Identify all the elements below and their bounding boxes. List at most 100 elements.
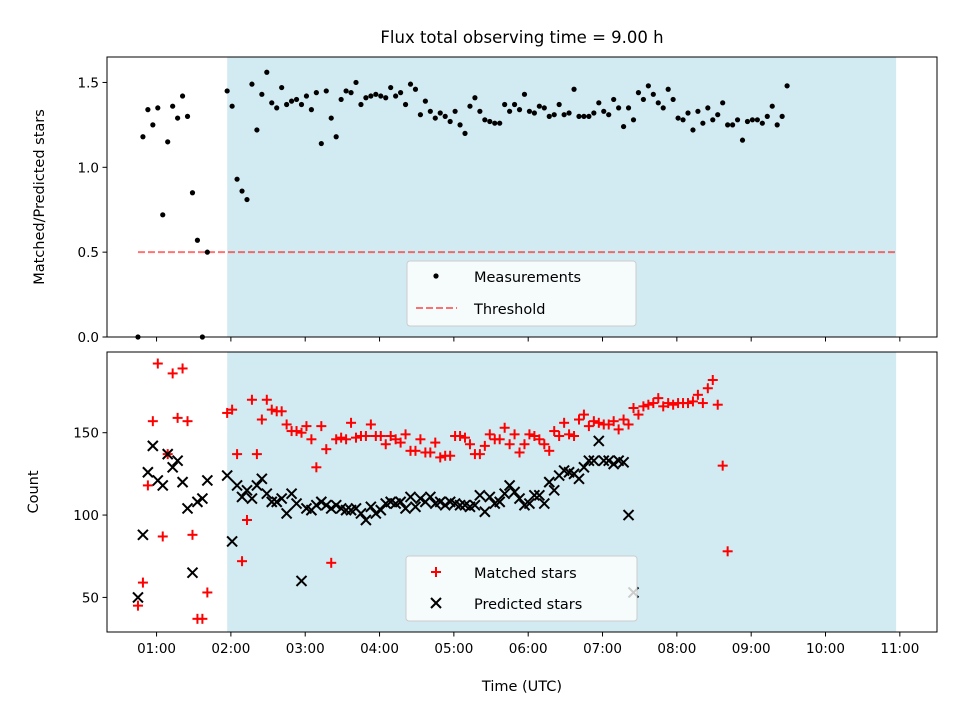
ratio-y-tick-label: 1.5 [78,75,99,91]
matched-stars-point [266,404,277,415]
predicted-stars-point [573,473,585,485]
ratio-y-axis-label: Matched/Predicted stars [32,109,48,285]
ratio-y-tick-label: 1.0 [78,160,99,176]
measurements-point [412,86,419,92]
measurements-point [204,249,210,255]
matched-stars-point [346,417,357,428]
measurements-point [521,91,528,97]
predicted-stars-point [241,484,253,497]
predicted-stars-point [484,491,496,503]
measurements-point [576,113,582,119]
measurements-point [685,110,691,116]
matched-stars-point [351,432,361,443]
measurements-point [749,117,756,123]
measurements-point [487,118,493,125]
predicted-stars-point [538,497,551,510]
count-x-tick-label: 09:00 [732,641,771,657]
matched-stars-point [380,439,391,450]
predicted-stars-point [503,479,516,492]
matched-stars-point [539,439,550,450]
measurements-point [353,79,359,86]
predicted-stars-point [439,499,451,511]
measurements-point [462,130,468,136]
matched-stars-point [157,531,168,542]
matched-stars-point [628,403,639,413]
measurements-point [184,113,191,119]
measurements-point [402,101,409,108]
matched-stars-point [638,401,649,412]
matched-stars-point [578,409,589,420]
measurements-point [467,103,473,109]
predicted-stars-point [603,454,615,467]
matched-stars-point [197,613,208,624]
measurements-point [546,113,552,119]
matched-stars-point [687,396,698,407]
measurements-point [596,100,602,106]
matched-stars-point [514,447,525,458]
matched-stars-point [261,394,272,405]
predicted-stars-point [622,509,635,521]
predicted-stars-point [593,435,605,447]
predicted-stars-point [266,496,278,508]
predicted-stars-point [147,440,159,452]
measurements-point [715,112,721,118]
matched-stars-point [425,447,436,458]
measurements-point [739,137,746,143]
measurements-point [586,113,592,119]
matched-stars-point [311,462,322,473]
measurements-point [368,93,374,99]
matched-stars-point [321,444,332,455]
predicted-stars-point [320,499,332,511]
count-x-tick-label: 11:00 [880,641,919,657]
measurements-point [284,101,290,108]
measurements-point [759,120,765,126]
matched-stars-point [227,404,238,415]
predicted-stars-point [548,484,560,497]
count-x-tick-label: 10:00 [806,641,845,657]
predicted-stars-point [275,492,288,505]
predicted-stars-point [261,487,273,500]
predicted-stars-point [280,507,293,520]
legend-measurements-label: Measurements [474,270,581,286]
matched-stars-point [683,398,693,409]
predicted-stars-point [424,491,437,503]
measurements-point [348,90,354,96]
matched-stars-point [668,399,679,410]
predicted-stars-point [404,491,417,503]
measurements-point [650,91,656,97]
measurements-point [338,96,344,103]
predicted-stars-point [508,486,521,498]
predicted-stars-point [132,591,144,604]
count-x-tick-label: 03:00 [286,641,325,657]
count-x-tick-label: 05:00 [434,641,473,657]
matched-stars-point [573,414,584,425]
measurements-point [179,93,186,99]
matched-stars-point [559,417,570,428]
measurements-point [447,118,453,125]
predicted-stars-point [256,473,268,485]
matched-stars-point [306,434,317,445]
predicted-stars-point [493,496,506,508]
measurements-point [323,88,329,94]
legend-measurements-marker [433,273,439,279]
matched-stars-point [509,429,520,440]
matched-stars-point [692,389,703,400]
count-y-tick-label: 100 [73,508,99,524]
measurements-point [175,115,181,121]
measurements-point [407,81,414,87]
matched-stars-point [152,358,163,369]
measurements-point [690,127,696,133]
matched-stars-point [301,421,312,432]
measurements-point [397,90,404,96]
matched-stars-point [232,449,243,460]
matched-stars-point [137,577,148,588]
measurements-point [507,108,513,114]
predicted-stars-point [246,492,258,505]
matched-stars-point [554,431,565,441]
matched-stars-point [445,450,456,461]
measurements-point [635,90,642,96]
measurements-point [705,105,711,111]
matched-stars-point [256,414,267,425]
predicted-stars-point [191,496,204,508]
count-legend-box [405,555,638,622]
